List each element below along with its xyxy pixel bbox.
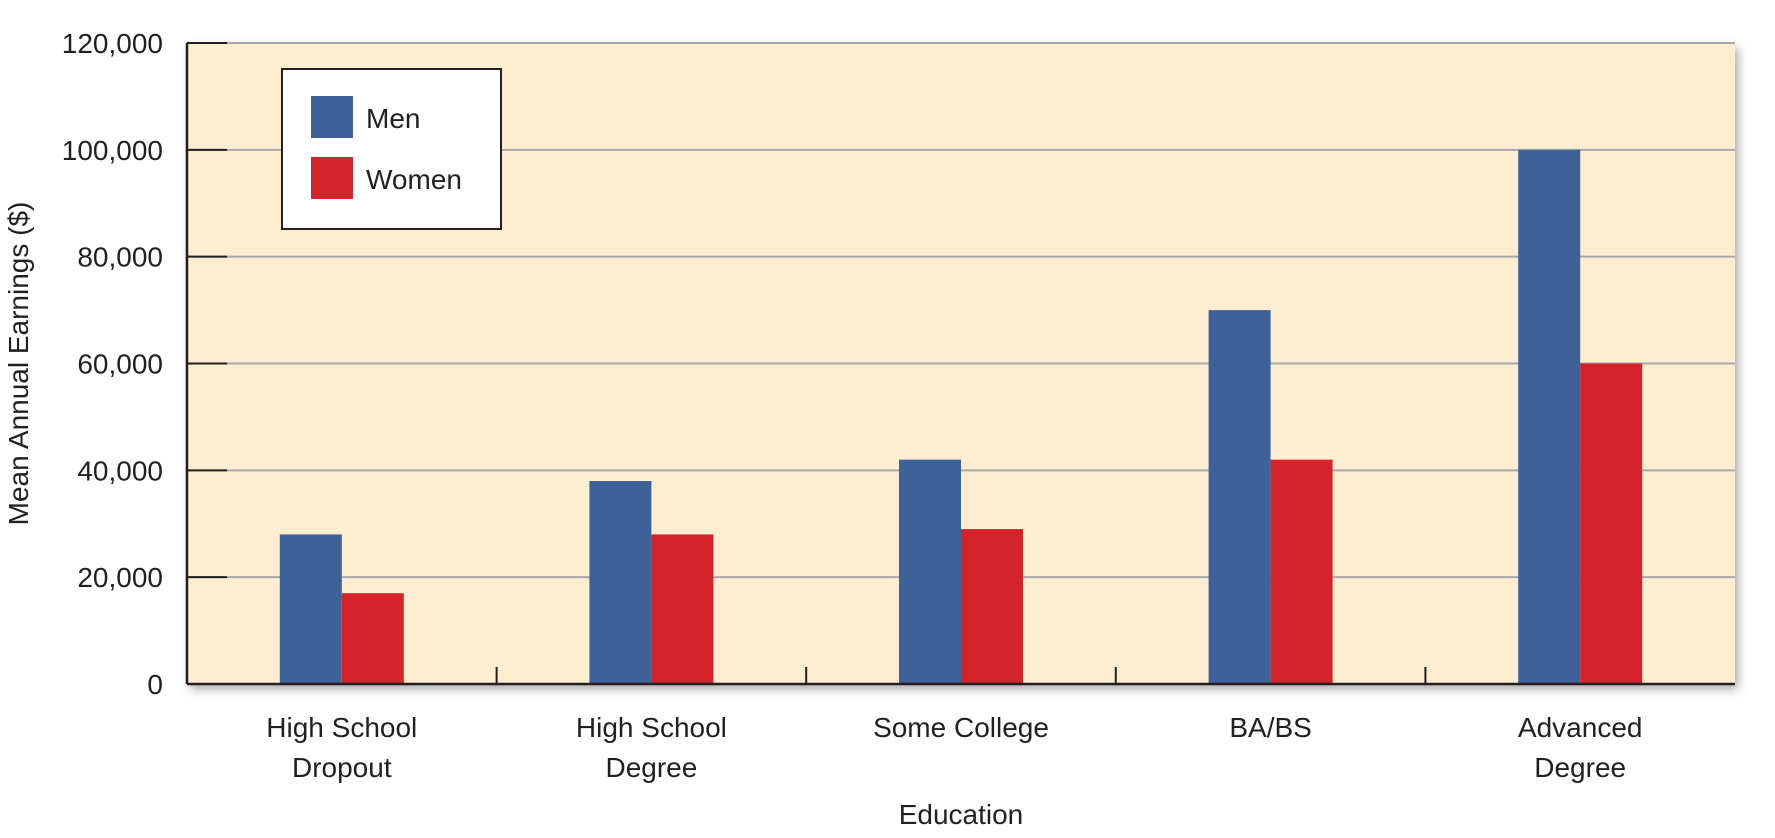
legend-label-women: Women: [366, 164, 462, 195]
bar-men-5: [1518, 149, 1581, 685]
bar-women-5: [1580, 363, 1643, 684]
legend-swatch-men: [311, 96, 353, 138]
y-axis-ticks: 0 20,000 40,000 60,000 80,000 100,000 120,000: [62, 28, 227, 700]
x-category-label: Some College: [873, 712, 1049, 743]
x-category-label: BA/BS: [1229, 712, 1311, 743]
x-category-label: High School Dropout: [266, 712, 417, 783]
legend-box: [281, 68, 502, 230]
x-category-label: Advanced Degree: [1518, 712, 1643, 783]
bar-women-3: [961, 529, 1023, 684]
legend-label-men: Men: [366, 103, 420, 134]
y-tick-label: 20,000: [77, 562, 163, 593]
x-axis-category-labels: High School Dropout High School Degree Some …: [266, 712, 1642, 783]
y-tick-label: 60,000: [77, 349, 163, 380]
bar-women-1: [341, 593, 404, 684]
bar-men-2: [589, 481, 652, 684]
x-axis-title: Education: [899, 799, 1024, 830]
bars: [279, 149, 1643, 685]
y-tick-label: 40,000: [77, 455, 163, 486]
bar-men-3: [899, 459, 961, 684]
y-axis-title: Mean Annual Earnings ($): [3, 202, 34, 526]
bar-men-1: [279, 534, 342, 684]
bar-women-2: [651, 534, 714, 684]
bar-men-4: [1208, 310, 1271, 684]
bar-women-4: [1270, 459, 1333, 684]
y-tick-label: 100,000: [62, 135, 163, 166]
y-tick-label: 0: [147, 669, 163, 700]
y-tick-label: 120,000: [62, 28, 163, 59]
legend: Men Women: [281, 68, 502, 230]
y-tick-label: 80,000: [77, 242, 163, 273]
legend-swatch-women: [311, 157, 353, 199]
x-category-label: High School Degree: [576, 712, 727, 783]
